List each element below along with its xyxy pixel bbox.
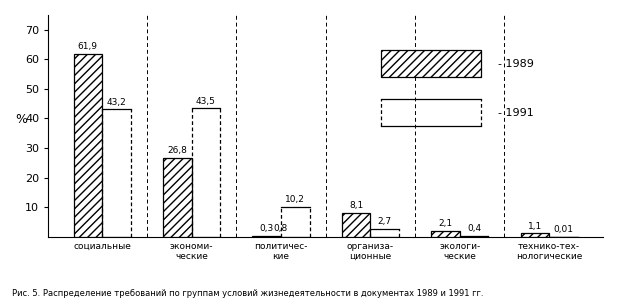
Text: 10,2: 10,2 xyxy=(286,195,305,204)
Text: 0,8: 0,8 xyxy=(274,224,288,233)
Bar xyxy=(252,236,281,237)
Bar xyxy=(520,233,549,237)
Text: 0,4: 0,4 xyxy=(467,224,481,233)
Text: 2,7: 2,7 xyxy=(378,218,392,226)
Text: 0,01: 0,01 xyxy=(554,225,574,234)
Text: 8,1: 8,1 xyxy=(349,201,363,210)
Text: 43,2: 43,2 xyxy=(106,98,126,107)
Text: 0,3: 0,3 xyxy=(260,224,274,233)
Text: - 1989: - 1989 xyxy=(497,59,533,69)
Text: 61,9: 61,9 xyxy=(78,42,98,51)
Text: - 1991: - 1991 xyxy=(497,108,533,118)
Text: Рис. 5. Распределение требований по группам условий жизнедеятельности в документ: Рис. 5. Распределение требований по груп… xyxy=(12,290,484,298)
Y-axis label: %: % xyxy=(15,113,27,126)
Text: 1,1: 1,1 xyxy=(528,222,542,231)
Text: 2,1: 2,1 xyxy=(438,219,452,228)
Bar xyxy=(163,158,192,237)
Text: 26,8: 26,8 xyxy=(167,146,187,155)
Text: 43,5: 43,5 xyxy=(196,97,216,106)
Bar xyxy=(431,230,460,237)
Bar xyxy=(74,54,102,237)
FancyBboxPatch shape xyxy=(381,50,481,77)
Bar xyxy=(342,213,370,237)
